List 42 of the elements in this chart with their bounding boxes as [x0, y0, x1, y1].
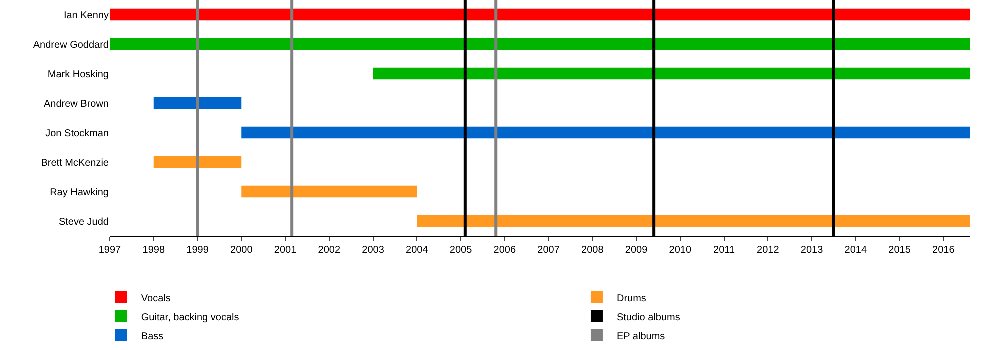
x-tick-label: 2009 [625, 245, 648, 256]
x-tick-label: 2011 [714, 245, 736, 256]
bar [154, 97, 242, 110]
x-tick-label: 2006 [494, 245, 516, 256]
y-tick-label: Jon Stockman [46, 128, 109, 140]
x-tick-label: 1997 [98, 245, 122, 256]
y-tick-label: Mark Hosking [48, 69, 109, 80]
y-tick-label: Andrew Brown [44, 98, 109, 110]
x-tick-label: 2014 [844, 245, 868, 256]
legend-label: Studio albums [616, 312, 680, 324]
legend-label: Drums [616, 293, 646, 304]
y-tick-label: Ian Kenny [64, 10, 109, 22]
x-tick-label: 1998 [142, 245, 166, 256]
x-tick-label: 2005 [450, 245, 473, 256]
x-tick-label: 2016 [932, 245, 956, 256]
bar [110, 38, 970, 50]
bar [110, 8, 970, 21]
legend-label: EP albums [616, 331, 666, 342]
y-tick-label: Ray Hawking [50, 187, 109, 198]
bar [417, 215, 970, 228]
bar [242, 186, 418, 198]
x-tick-label: 2000 [230, 245, 254, 256]
y-tick-label: Brett McKenzie [41, 158, 110, 169]
bar [242, 126, 970, 139]
x-tick-label: 2008 [582, 245, 604, 256]
bar [373, 68, 970, 80]
x-tick-label: 2002 [318, 245, 341, 256]
x-tick-label: 2015 [888, 245, 912, 256]
legend-label: Bass [141, 331, 164, 342]
x-tick-label: 2013 [800, 245, 824, 256]
x-tick-label: 2012 [757, 245, 780, 256]
y-tick-label: Andrew Goddard [33, 40, 109, 51]
x-tick-label: 2003 [362, 245, 385, 256]
legend-label: Guitar, backing vocals [141, 312, 240, 324]
x-tick-label: 2007 [538, 245, 560, 256]
x-tick-label: 2010 [669, 245, 692, 256]
x-tick-label: 2004 [406, 245, 429, 256]
legend-label: Vocals [141, 293, 171, 304]
x-tick-label: 1999 [186, 245, 210, 256]
bar [154, 156, 242, 168]
y-tick-label: Steve Judd [58, 216, 109, 228]
x-tick-label: 2001 [274, 245, 298, 256]
